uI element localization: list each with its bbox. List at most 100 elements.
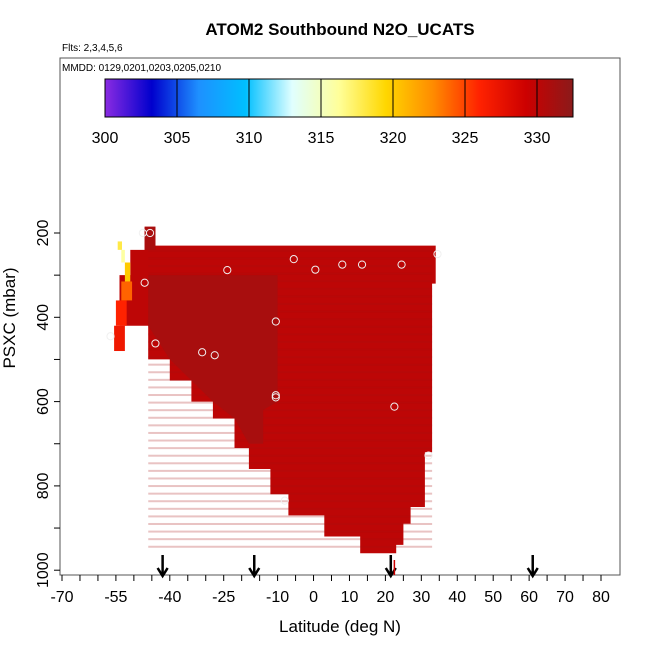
heat-stripe xyxy=(148,249,433,252)
y-tick-label: 800 xyxy=(35,472,52,499)
data-point xyxy=(271,317,280,326)
heat-stripe xyxy=(148,439,433,442)
data-point xyxy=(390,402,399,411)
data-point xyxy=(289,255,298,264)
heat-stripe xyxy=(148,469,433,472)
heat-stripe xyxy=(148,310,433,313)
heat-stripe xyxy=(148,485,433,488)
heat-stripe xyxy=(148,500,433,503)
heat-stripe xyxy=(148,340,433,343)
heat-stripe xyxy=(148,265,433,268)
heat-cell xyxy=(121,281,133,301)
y-tick-label: 1000 xyxy=(35,552,52,588)
y-axis-label: PSXC (mbar) xyxy=(0,267,19,368)
heat-stripe xyxy=(148,287,433,290)
x-tick-label: 80 xyxy=(592,589,610,606)
heat-stripe xyxy=(148,348,433,351)
heat-cell xyxy=(114,325,125,352)
heat-stripe xyxy=(148,325,433,328)
x-axis-label: Latitude (deg N) xyxy=(279,617,401,636)
colorbar-bar xyxy=(104,78,574,118)
data-point xyxy=(433,249,442,259)
heat-stripe xyxy=(148,462,433,465)
heat-stripe xyxy=(148,522,433,525)
heat-stripe xyxy=(148,416,433,419)
x-tick-label: 30 xyxy=(412,589,430,606)
flights-label: Flts: 2,3,4,5,6 xyxy=(62,43,123,54)
heat-stripe xyxy=(148,477,433,480)
heat-cell xyxy=(117,241,123,250)
data-point xyxy=(280,496,289,505)
x-tick-label: -10 xyxy=(266,589,289,606)
colorbar-tick-label: 320 xyxy=(380,130,407,147)
heat-stripe xyxy=(148,538,433,541)
heat-stripe xyxy=(148,515,433,518)
heat-stripe xyxy=(148,545,433,548)
flight-arrows xyxy=(156,555,539,579)
data-point xyxy=(311,265,320,274)
colorbar-tick-label: 325 xyxy=(452,130,479,147)
x-tick-label: 50 xyxy=(484,589,502,606)
heat-stripe xyxy=(148,295,433,298)
data-point xyxy=(198,348,207,357)
heat-stripe xyxy=(148,394,433,397)
data-point xyxy=(271,391,280,400)
heat-cell xyxy=(121,249,125,263)
colorbar-tick-label: 310 xyxy=(236,130,263,147)
data-point xyxy=(397,260,406,269)
plot-frame xyxy=(59,57,621,576)
x-tick-label: 10 xyxy=(341,589,359,606)
heat-stripe xyxy=(148,386,433,389)
y-axis: 200 400 600 800 1000 xyxy=(35,220,60,588)
x-tick-label: 20 xyxy=(377,589,395,606)
colorbar-tick-label: 330 xyxy=(524,130,551,147)
x-tick-label: 40 xyxy=(448,589,466,606)
heat-stripe xyxy=(148,272,433,275)
heat-stripe xyxy=(148,371,433,374)
arrow-head xyxy=(526,567,539,579)
heat-region-dark xyxy=(148,275,278,444)
arrow-head xyxy=(156,567,169,579)
heat-stripe xyxy=(148,530,433,533)
heat-stripe xyxy=(148,409,433,412)
colorbar-tick-label: 300 xyxy=(92,130,119,147)
data-point xyxy=(210,351,219,360)
heat-stripe xyxy=(148,280,433,283)
x-tick-label: 70 xyxy=(556,589,574,606)
data-point xyxy=(106,332,115,341)
x-tick-label: -40 xyxy=(158,589,181,606)
y-tick-label: 200 xyxy=(35,220,52,247)
data-point xyxy=(151,339,160,348)
heat-stripe xyxy=(148,318,433,321)
data-point xyxy=(145,228,155,238)
heat-stripe xyxy=(148,356,433,359)
x-tick-label: 60 xyxy=(520,589,538,606)
heat-stripe xyxy=(148,302,433,305)
x-tick-label: 0 xyxy=(309,589,318,606)
data-point xyxy=(338,260,347,269)
x-tick-label: -55 xyxy=(104,589,127,606)
data-point xyxy=(140,278,149,287)
heatmap-region xyxy=(114,226,436,554)
x-axis: -70 -55 -40 -25 -10 0 10 20 30 40 50 60 70 80 xyxy=(50,575,610,606)
y-tick-label: 600 xyxy=(35,388,52,415)
colorbar-tick-label: 315 xyxy=(308,130,335,147)
heat-stripe xyxy=(148,492,433,495)
heat-cell xyxy=(144,226,156,250)
colorbar: 300 305 310 315 320 325 330 xyxy=(92,78,574,147)
heat-stripe xyxy=(148,363,433,366)
heat-cell xyxy=(115,300,127,326)
heat-stripe xyxy=(148,447,433,450)
data-point xyxy=(223,265,232,275)
heat-stripe xyxy=(148,378,433,381)
heat-stripe xyxy=(148,454,433,457)
heat-cell xyxy=(124,262,131,282)
colorbar-tick-label: 305 xyxy=(164,130,191,147)
observation-points xyxy=(106,228,442,505)
y-tick-label: 400 xyxy=(35,304,52,331)
heat-stripe xyxy=(148,424,433,427)
heat-stripe xyxy=(148,401,433,404)
x-tick-label: -70 xyxy=(50,589,73,606)
data-point xyxy=(424,451,433,460)
